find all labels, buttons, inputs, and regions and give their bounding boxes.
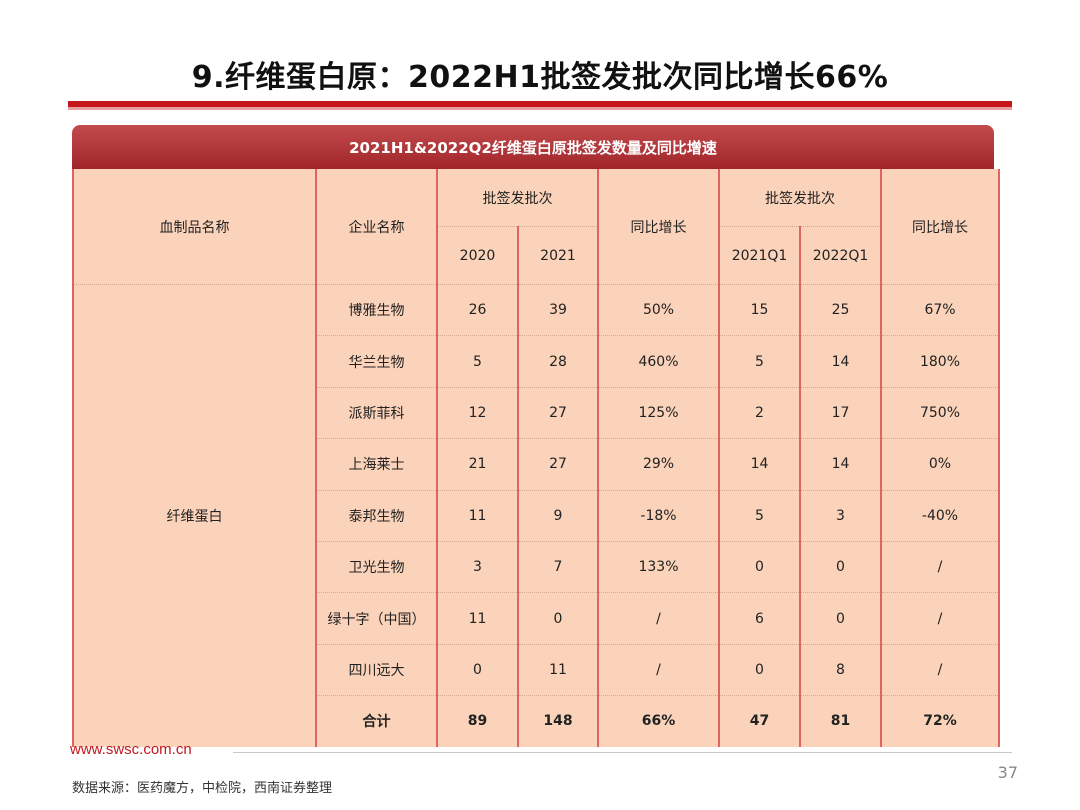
total-yoy-annual: 66% — [598, 695, 720, 747]
header-2021q1: 2021Q1 — [719, 226, 801, 285]
value-2022q1: 17 — [800, 387, 882, 440]
table-row: 卫光生物 3 7 133% 0 0/ — [73, 541, 1000, 594]
value-2021: 27 — [518, 387, 599, 440]
product-name-cell: 纤维蛋白 — [72, 284, 317, 747]
header-batches-annual: 批签发批次 — [437, 169, 599, 227]
table-row: 纤维蛋白 博雅生物 26 39 50% 15 25 67% — [72, 284, 1000, 747]
value-2021: 28 — [518, 335, 599, 388]
company-cell: 绿十字（中国） — [316, 592, 438, 645]
company-cell: 博雅生物 — [316, 284, 438, 337]
yoy-annual: 125% — [598, 387, 720, 440]
total-row: 合计 89 148 66% 47 81 72% — [73, 695, 1000, 747]
yoy-quarterly: 67% — [881, 284, 1000, 337]
value-2020: 21 — [437, 438, 519, 491]
yoy-quarterly: / — [881, 592, 1000, 645]
yoy-quarterly: / — [881, 644, 1000, 697]
header-2022q1: 2022Q1 — [800, 226, 882, 285]
value-2022q1: 0 — [800, 592, 882, 645]
value-2021q1: 2 — [719, 387, 801, 440]
value-2020: 11 — [437, 592, 519, 645]
total-value-2021: 148 — [518, 695, 599, 747]
yoy-annual: / — [598, 644, 720, 697]
value-2021q1: 15 — [719, 284, 801, 337]
value-2021: 0 — [518, 592, 599, 645]
company-cell: 卫光生物 — [316, 541, 438, 594]
total-value-2022q1: 81 — [800, 695, 882, 747]
table-title: 2021H1&2022Q2纤维蛋白原批签发数量及同比增速 — [349, 138, 717, 157]
table-row: 上海莱士 21 27 29% 14 14 0% — [73, 438, 1000, 491]
value-2021: 39 — [518, 284, 599, 337]
title-underline — [68, 101, 1012, 107]
table-title-bar: 2021H1&2022Q2纤维蛋白原批签发数量及同比增速 — [72, 125, 994, 169]
value-2020: 11 — [437, 490, 519, 542]
value-2021q1: 5 — [719, 335, 801, 388]
table-row: 泰邦生物 11 9 -18% 5 3 -40% — [73, 490, 1000, 542]
value-2021: 27 — [518, 438, 599, 491]
total-yoy-quarterly: 72% — [881, 695, 1000, 747]
value-2021: 11 — [518, 644, 599, 697]
yoy-annual: / — [598, 592, 720, 645]
value-2022q1: 14 — [800, 335, 882, 388]
yoy-annual: -18% — [598, 490, 720, 542]
total-value-2021q1: 47 — [719, 695, 801, 747]
table-row: 华兰生物 5 28 460% 5 14 180% — [73, 335, 1000, 388]
value-2022q1: 3 — [800, 490, 882, 542]
value-2022q1: 0 — [800, 541, 882, 594]
value-2021: 7 — [518, 541, 599, 594]
yoy-quarterly: / — [881, 541, 1000, 594]
header-2020: 2020 — [437, 226, 519, 285]
header-yoy-quarterly: 同比增长 — [881, 169, 1000, 285]
total-company-cell: 合计 — [316, 695, 438, 747]
footer-url[interactable]: www.swsc.com.cn — [70, 741, 192, 758]
table-row: 四川远大 0 11/0 8/ — [73, 644, 1000, 697]
header-product: 血制品名称 — [72, 169, 317, 285]
value-2022q1: 25 — [800, 284, 882, 337]
header-company: 企业名称 — [316, 169, 438, 285]
value-2021: 9 — [518, 490, 599, 542]
value-2022q1: 8 — [800, 644, 882, 697]
value-2021q1: 0 — [719, 644, 801, 697]
value-2021q1: 6 — [719, 592, 801, 645]
page-title: 9.纤维蛋白原：2022H1批签发批次同比增长66% — [191, 60, 889, 95]
yoy-quarterly: 180% — [881, 335, 1000, 388]
yoy-quarterly: -40% — [881, 490, 1000, 542]
value-2020: 3 — [437, 541, 519, 594]
batch-release-table: 血制品名称 企业名称 批签发批次 同比增长 批签发批次 同比增长 2020 20… — [72, 169, 1000, 747]
value-2020: 26 — [437, 284, 519, 337]
page-number: 37 — [997, 763, 1018, 782]
title-underline-shadow — [68, 107, 1012, 110]
yoy-annual: 133% — [598, 541, 720, 594]
value-2020: 5 — [437, 335, 519, 388]
company-cell: 四川远大 — [316, 644, 438, 697]
yoy-annual: 29% — [598, 438, 720, 491]
value-2021q1: 5 — [719, 490, 801, 542]
company-cell: 上海莱士 — [316, 438, 438, 491]
value-2020: 0 — [437, 644, 519, 697]
header-yoy-annual: 同比增长 — [598, 169, 720, 285]
total-value-2020: 89 — [437, 695, 519, 747]
company-cell: 泰邦生物 — [316, 490, 438, 542]
value-2022q1: 14 — [800, 438, 882, 491]
header-2021: 2021 — [518, 226, 599, 285]
company-cell: 派斯菲科 — [316, 387, 438, 440]
table-row: 绿十字（中国） 11 0/6 0/ — [73, 592, 1000, 645]
yoy-annual: 50% — [598, 284, 720, 337]
value-2020: 12 — [437, 387, 519, 440]
footer-divider — [233, 752, 1012, 753]
yoy-quarterly: 0% — [881, 438, 1000, 491]
value-2021q1: 14 — [719, 438, 801, 491]
table-row: 派斯菲科 12 27 125% 2 17 750% — [73, 387, 1000, 440]
yoy-annual: 460% — [598, 335, 720, 388]
yoy-quarterly: 750% — [881, 387, 1000, 440]
company-cell: 华兰生物 — [316, 335, 438, 388]
value-2021q1: 0 — [719, 541, 801, 594]
data-source-note: 数据来源：医药魔方，中检院，西南证券整理 — [72, 781, 333, 796]
header-batches-quarterly: 批签发批次 — [719, 169, 882, 227]
